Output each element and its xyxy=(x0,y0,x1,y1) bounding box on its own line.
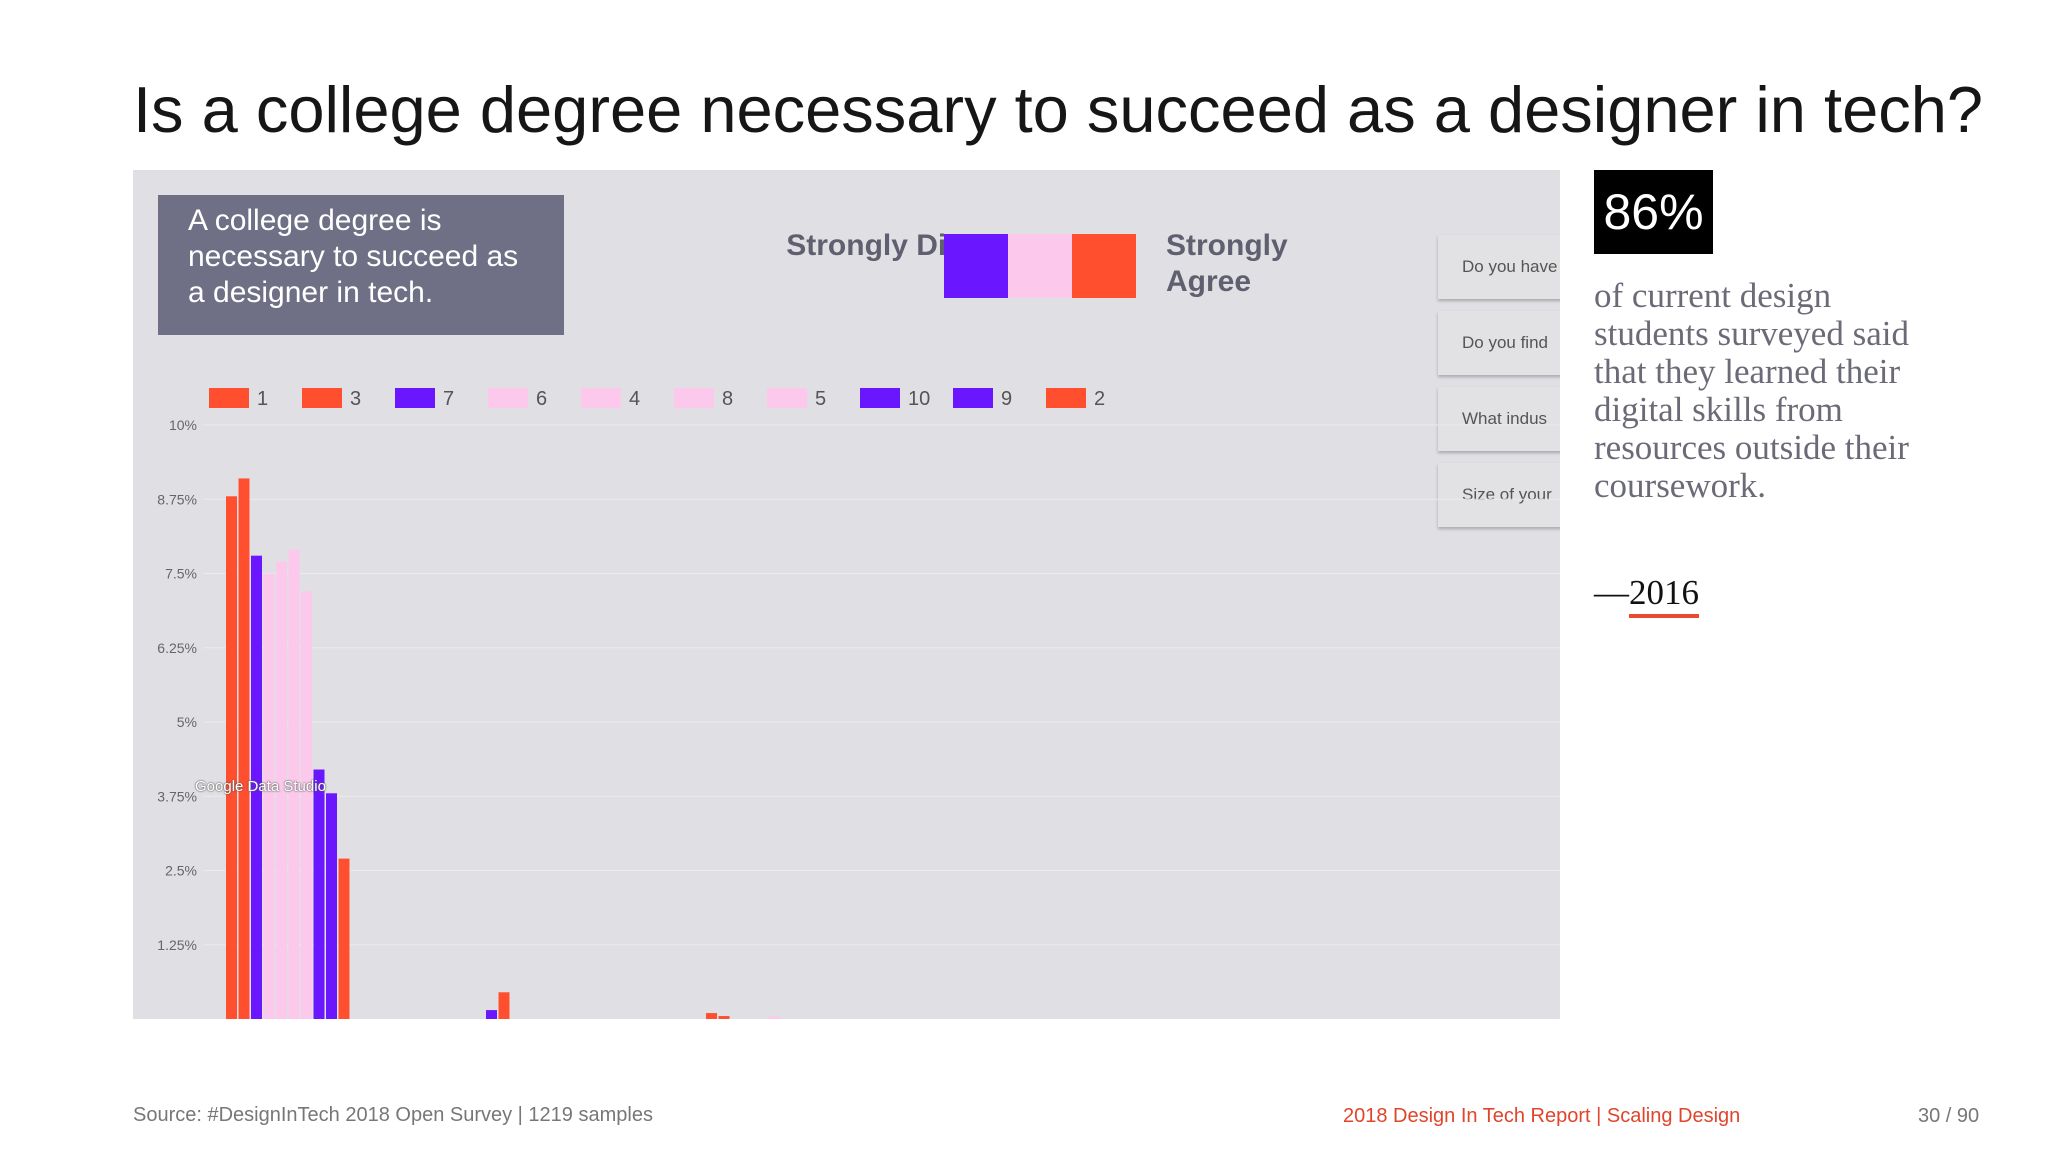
bar-series-3 xyxy=(238,478,250,1019)
legend-swatch-5 xyxy=(767,388,807,408)
callout-text: of current design students surveyed said… xyxy=(1594,276,1909,505)
legend-swatch-8 xyxy=(674,388,714,408)
bar-series-2 xyxy=(338,858,350,1019)
callout-year-value: 2016 xyxy=(1629,573,1699,618)
scale-swatch-agree xyxy=(1072,234,1136,298)
scale-swatch-disagree xyxy=(944,234,1008,298)
bar-series-7 xyxy=(251,555,262,1019)
bar-series-1 xyxy=(706,1013,717,1019)
slide-title: Is a college degree necessary to succeed… xyxy=(133,73,1984,146)
legend-label-9: 9 xyxy=(1001,388,1012,410)
legend-swatch-2 xyxy=(1046,388,1086,408)
y-tick-label: 1.25% xyxy=(157,937,197,953)
legend-label-10: 10 xyxy=(908,388,930,410)
y-tick-label: 10% xyxy=(169,417,197,433)
y-tick-label: 3.75% xyxy=(157,788,197,804)
bar-series-5 xyxy=(301,591,312,1019)
legend-swatch-6 xyxy=(488,388,528,408)
legend-swatch-3 xyxy=(302,388,342,408)
callout-dash: — xyxy=(1594,573,1629,612)
legend-label-7: 7 xyxy=(443,388,454,410)
bar-series-9 xyxy=(486,1010,497,1019)
tab-do-you-have[interactable]: Do you have xyxy=(1438,235,1560,299)
y-tick-label: 7.5% xyxy=(165,566,197,582)
y-tick-label: 8.75% xyxy=(157,491,197,507)
legend-swatch-10 xyxy=(860,388,900,408)
bar-series-10 xyxy=(313,769,325,1019)
bar-series-8 xyxy=(288,549,300,1019)
legend-label-8: 8 xyxy=(722,388,733,410)
y-tick-label: 5% xyxy=(177,714,197,730)
statement-box: A college degree is necessary to succeed… xyxy=(158,195,564,335)
bar-series-9 xyxy=(326,793,337,1019)
legend-label-4: 4 xyxy=(629,388,640,410)
callout-stat: 86% xyxy=(1594,170,1713,254)
legend-label-1: 1 xyxy=(257,388,268,410)
y-tick-label: 2.5% xyxy=(165,863,197,879)
footer-report-link[interactable]: 2018 Design In Tech Report | Scaling Des… xyxy=(1343,1105,1741,1127)
tab-size-of-your[interactable]: Size of your xyxy=(1438,463,1560,527)
callout-year: —2016 xyxy=(1594,572,1699,618)
bar-series-2 xyxy=(498,992,510,1019)
legend-label-2: 2 xyxy=(1094,388,1105,410)
scale-swatches xyxy=(944,234,1136,298)
footer-page-number: 30 / 90 xyxy=(1918,1105,1980,1127)
y-tick-label: 6.25% xyxy=(157,640,197,656)
legend-swatch-7 xyxy=(395,388,435,408)
legend-swatch-1 xyxy=(209,388,249,408)
legend-label-3: 3 xyxy=(350,388,361,410)
data-studio-watermark: Google Data Studio xyxy=(195,778,326,795)
legend-swatch-9 xyxy=(953,388,993,408)
scale-swatch-neutral xyxy=(1008,234,1072,298)
legend-label-6: 6 xyxy=(536,388,547,410)
legend-swatch-4 xyxy=(581,388,621,408)
bar-chart: 10% 8.75% 7.5% 6.25% 5% 3.75% 2.5% 1.25% 1 3 7 6 4 8 5… xyxy=(157,388,1560,1019)
legend-label-5: 5 xyxy=(815,388,826,410)
tab-what-industry[interactable]: What indus xyxy=(1438,387,1560,451)
bar-series-4 xyxy=(276,561,287,1019)
scale-right-label: Strongly Agree xyxy=(1166,229,1288,298)
chart-panel: A college degree is necessary to succeed… xyxy=(133,170,1560,1019)
tab-do-you-find[interactable]: Do you find xyxy=(1438,311,1560,375)
bar-series-3 xyxy=(718,1016,730,1019)
bar-series-1 xyxy=(226,496,237,1019)
bar-series-6 xyxy=(263,573,275,1019)
footer-source: Source: #DesignInTech 2018 Open Survey |… xyxy=(133,1104,653,1126)
bar-series-8 xyxy=(768,1016,780,1019)
